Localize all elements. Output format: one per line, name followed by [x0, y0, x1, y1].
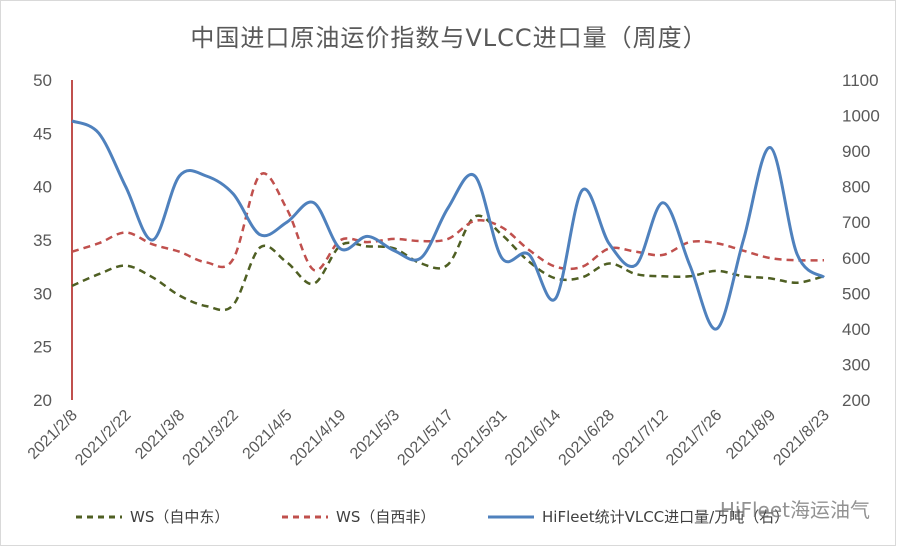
x-tick-label: 2021/2/22: [72, 407, 134, 469]
x-tick-label: 2021/5/3: [347, 407, 403, 463]
left-tick-label: 25: [33, 338, 52, 357]
right-tick-label: 1000: [842, 107, 880, 126]
x-tick-label: 2021/7/12: [609, 407, 671, 469]
right-tick-label: 1100: [842, 71, 879, 90]
series-layer: [71, 119, 825, 331]
left-tick-label: 45: [33, 124, 52, 143]
right-tick-label: 500: [842, 284, 870, 303]
x-tick-label: 2021/3/22: [180, 407, 242, 469]
legend-label-ws-west-africa: WS（自西非）: [336, 508, 436, 526]
right-tick-label: 700: [842, 213, 870, 232]
right-tick-label: 900: [842, 142, 870, 161]
x-tick-label: 2021/6/14: [502, 407, 564, 469]
left-tick-label: 50: [33, 71, 52, 90]
series-line-vlcc-imports: [71, 119, 825, 331]
left-axis-ticks: 20 25 30 35 40 45 50: [33, 71, 52, 410]
series-line-ws-west-africa: [71, 172, 825, 272]
x-tick-label: 2021/2/8: [25, 407, 81, 463]
x-tick-label: 2021/8/23: [770, 407, 832, 469]
right-axis-ticks: 200 300 400 500 600 700 800 900 1000 1100: [842, 71, 880, 410]
x-tick-label: 2021/4/5: [240, 407, 296, 463]
legend-item-ws-west-africa: WS（自西非）: [280, 506, 435, 527]
legend-label-ws-middle-east: WS（自中东）: [130, 508, 230, 526]
x-tick-label: 2021/4/19: [287, 407, 349, 469]
legend-item-ws-middle-east: WS（自中东）: [74, 506, 229, 527]
x-axis-ticks: 2021/2/82021/2/222021/3/82021/3/222021/4…: [25, 407, 833, 469]
x-tick-label: 2021/3/8: [132, 407, 188, 463]
left-tick-label: 40: [33, 178, 52, 197]
legend-swatch-ws-west-africa: [282, 515, 328, 518]
x-tick-label: 2021/5/17: [394, 407, 456, 469]
x-tick-label: 2021/6/28: [556, 407, 618, 469]
watermark: HiFleet海运油气: [719, 498, 870, 522]
x-tick-label: 2021/5/31: [448, 407, 510, 469]
right-tick-label: 300: [842, 355, 870, 374]
left-tick-label: 30: [33, 284, 52, 303]
right-tick-label: 400: [842, 320, 870, 339]
right-tick-label: 200: [842, 391, 870, 410]
legend-item-vlcc-imports: HiFleet统计VLCC进口量/万吨（右）: [486, 506, 789, 527]
chart-title: 中国进口原油运价指数与VLCC进口量（周度）: [190, 24, 708, 52]
legend-label-vlcc-imports: HiFleet统计VLCC进口量/万吨（右）: [542, 508, 790, 526]
legend-swatch-vlcc-imports: [488, 515, 534, 518]
x-tick-label: 2021/8/9: [723, 407, 779, 463]
left-tick-label: 20: [33, 391, 52, 410]
legend-swatch-ws-middle-east: [76, 515, 122, 518]
x-tick-label: 2021/7/26: [663, 407, 725, 469]
left-tick-label: 35: [33, 231, 52, 250]
series-line-ws-middle-east: [71, 214, 825, 312]
right-tick-label: 800: [842, 178, 870, 197]
right-tick-label: 600: [842, 249, 870, 268]
